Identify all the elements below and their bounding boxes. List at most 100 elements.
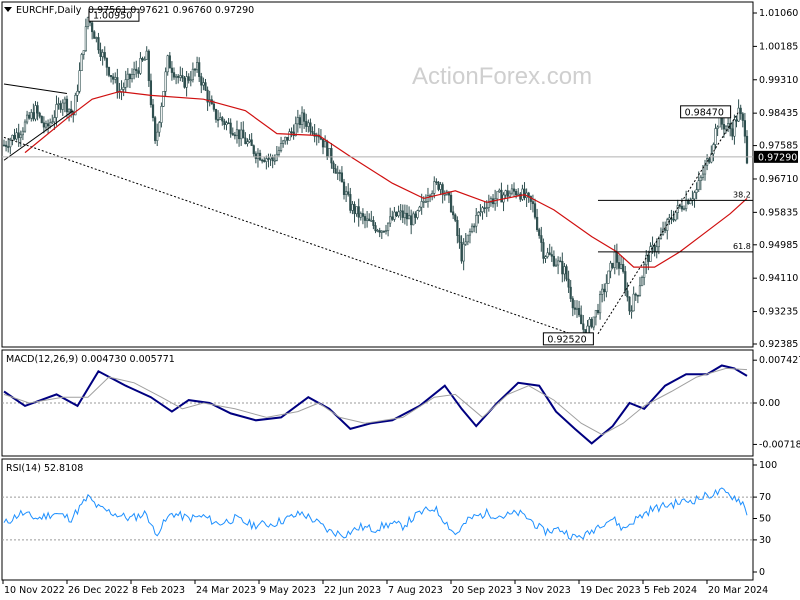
candle-body [307, 122, 310, 127]
price-tick-label: 1.00185 [759, 41, 798, 52]
candle-body [326, 141, 329, 158]
candle-body [61, 102, 64, 110]
candle-body [183, 77, 186, 88]
candle-body [676, 205, 679, 213]
candle-body [485, 207, 488, 209]
candle-body [617, 262, 621, 269]
candle-body [395, 211, 398, 217]
candle-body [611, 262, 614, 268]
x-tick-label: 7 Aug 2023 [388, 585, 443, 596]
candle-body [384, 230, 388, 232]
candle-body [279, 143, 283, 151]
candle-body [135, 68, 138, 72]
candle-body [128, 73, 132, 80]
candle-body [109, 75, 113, 78]
candle-body [288, 131, 291, 141]
candle-body [735, 119, 738, 122]
price-annotation-box [680, 105, 732, 119]
candle-body [219, 117, 222, 120]
macd-panel: 0.007427 0.00 -0.007186 [1, 349, 800, 457]
candle-body [294, 123, 297, 136]
x-tick-label: 24 Mar 2023 [196, 585, 256, 596]
candle-body [191, 68, 194, 81]
candle-body [439, 184, 442, 190]
price-tick-label: 0.98435 [759, 108, 798, 119]
candle-body [598, 293, 602, 314]
candle-body [181, 75, 184, 79]
macd-tick-label: 0.00 [759, 398, 780, 409]
candle-body [418, 206, 421, 211]
candle-body [393, 211, 396, 220]
candle-body [116, 77, 119, 93]
candle-body [32, 112, 35, 120]
candle-body [527, 192, 530, 197]
candle-body [470, 225, 474, 233]
macd-line [3, 364, 748, 445]
candle-body [225, 122, 228, 125]
candle-body [580, 314, 583, 325]
candle-body [334, 168, 337, 174]
candle-body [267, 158, 270, 160]
candle-body [214, 109, 218, 120]
candle-body [13, 134, 16, 140]
price-tick-label: 0.96710 [759, 174, 798, 185]
x-tick-label: 19 Dec 2023 [580, 585, 641, 596]
x-tick-label: 5 Feb 2024 [644, 585, 697, 596]
candle-body [399, 210, 402, 213]
candle-body [638, 285, 642, 296]
candle-body [487, 202, 490, 208]
last-price-box [754, 150, 798, 163]
candle-body [124, 79, 127, 88]
candle-body [139, 58, 142, 74]
candle-body [298, 117, 302, 125]
candle-body [464, 241, 467, 245]
candle-body [557, 260, 560, 266]
candle-body [573, 307, 576, 310]
candle-body [441, 184, 444, 195]
fib-level-label: 38.2 [733, 190, 751, 199]
candle-body [200, 76, 203, 86]
candle-body [609, 262, 612, 272]
candle-body [582, 323, 585, 330]
price-annotation-box [542, 332, 594, 346]
candle-body [727, 123, 730, 127]
candle-body [412, 213, 415, 226]
candle-body [468, 231, 472, 236]
candle-body [443, 193, 446, 196]
dropdown-triangle-icon [4, 7, 12, 12]
candle-body [456, 219, 459, 236]
price-annotation-label: 0.98470 [685, 107, 724, 118]
candle-body [305, 121, 308, 127]
candle-body [668, 217, 671, 220]
candle-body [17, 132, 20, 138]
candle-body [242, 129, 245, 139]
candle-body [324, 141, 327, 148]
price-annotation-box [88, 8, 140, 22]
candle-body [575, 307, 579, 310]
candle-body [284, 136, 287, 142]
candle-body [376, 230, 379, 232]
candle-body [523, 188, 526, 198]
candle-body [708, 158, 711, 163]
candle-body [195, 62, 199, 71]
candle-body [235, 129, 239, 136]
candle-body [187, 76, 190, 81]
x-axis: 10 Nov 2022 26 Dec 2022 8 Feb 2023 24 Mar 2… [2, 580, 768, 596]
chart-title: EURCHF,Daily [16, 5, 82, 16]
candle-body [433, 181, 436, 194]
candle-body [745, 135, 749, 164]
candle-body [643, 264, 646, 278]
candle-body [622, 264, 625, 272]
price-tick-label: 0.95835 [759, 207, 798, 218]
price-tick-label: 0.94110 [759, 273, 798, 284]
rsi-tick-label: 100 [759, 460, 777, 471]
candle-body [202, 82, 205, 86]
candle-body [647, 255, 650, 262]
candle-body [567, 278, 570, 288]
candle-body [44, 123, 48, 128]
candle-body [103, 52, 106, 59]
candle-body [640, 277, 644, 287]
candle-body [349, 194, 352, 211]
candle-body [655, 246, 658, 252]
candle-body [636, 294, 639, 297]
